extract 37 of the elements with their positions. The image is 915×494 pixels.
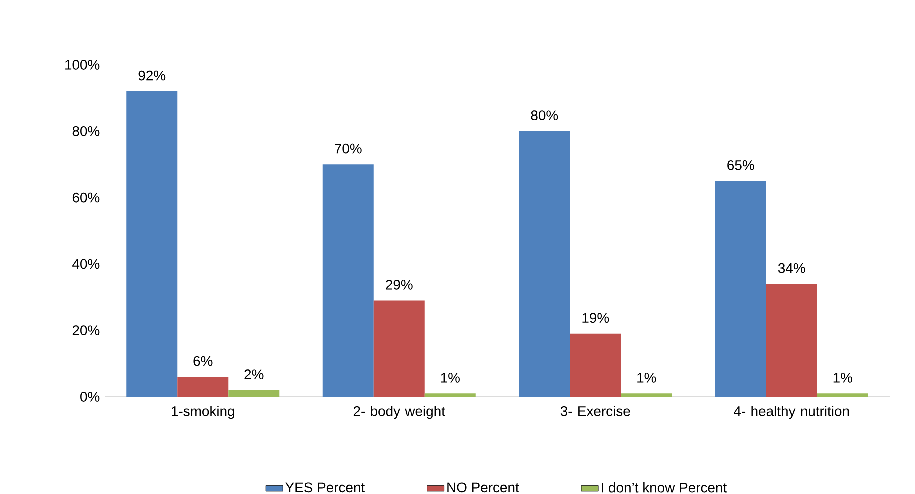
data-label: 1% — [834, 373, 852, 383]
data-label: 80% — [531, 110, 558, 121]
data-label: 70% — [335, 144, 362, 154]
legend-label: YES Percent — [286, 482, 366, 493]
legend-label: NO Percent — [448, 482, 520, 493]
y-tick-label: 40% — [72, 259, 100, 270]
data-label: 29% — [386, 280, 413, 290]
y-tick-label: 20% — [72, 326, 100, 336]
y-tick-label: 100% — [66, 60, 100, 70]
y-tick-label: 60% — [72, 192, 100, 203]
bar — [519, 131, 570, 397]
x-tick-label: 1-smoking — [172, 406, 234, 420]
data-label: 34% — [778, 263, 806, 274]
data-label: 6% — [194, 356, 213, 366]
data-label: 1% — [638, 373, 656, 383]
bar — [766, 284, 818, 397]
bar — [178, 377, 229, 397]
y-tick-label: 0% — [80, 392, 100, 402]
data-label: 92% — [138, 70, 166, 81]
bar — [817, 394, 868, 397]
data-label: 65% — [728, 160, 754, 170]
bar — [322, 164, 374, 397]
legend-label: I don’t know Percent — [602, 482, 728, 493]
x-tick-label: 3- Exercise — [560, 406, 630, 416]
bar — [228, 390, 280, 397]
x-tick-label: 4- healthy nutrition — [734, 406, 850, 420]
bar — [621, 394, 672, 397]
bar — [570, 334, 622, 397]
y-tick-label: 80% — [72, 126, 100, 136]
bar — [374, 300, 425, 397]
bar — [126, 92, 178, 397]
data-label: 19% — [582, 313, 610, 324]
bar — [715, 181, 766, 397]
bar — [424, 394, 476, 397]
data-label: 1% — [441, 373, 460, 383]
x-tick-label: 2- body weight — [354, 406, 446, 420]
data-label: 2% — [244, 370, 264, 380]
